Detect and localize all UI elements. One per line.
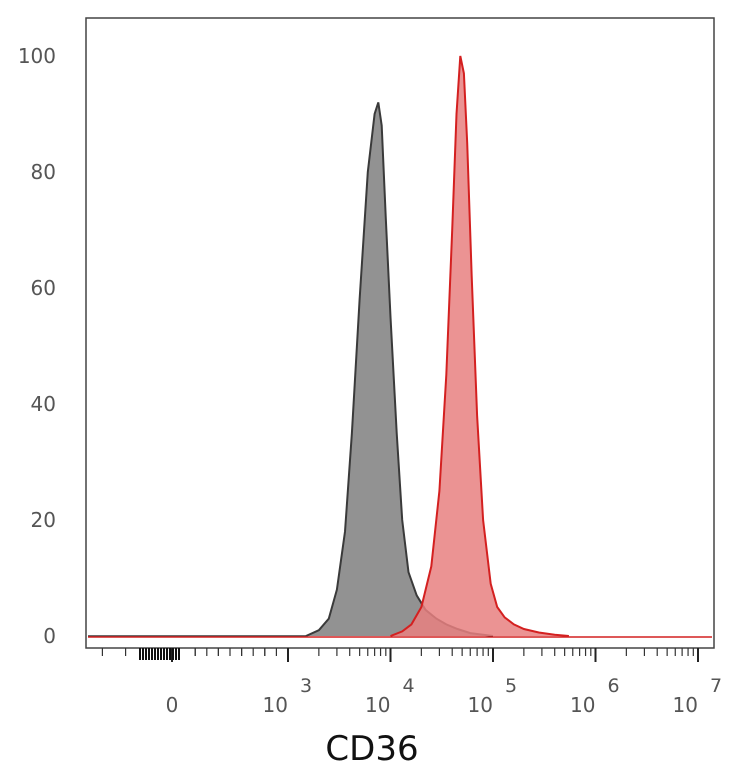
y-tick-label: 0 xyxy=(43,624,56,648)
series-2-line xyxy=(390,55,569,637)
y-tick-label: 40 xyxy=(31,392,56,416)
x-tick-exponent: 5 xyxy=(505,675,517,697)
x-tick-exponent: 7 xyxy=(710,675,722,697)
x-tick-label: 0 xyxy=(166,693,179,717)
x-tick-label: 10 xyxy=(468,693,493,717)
x-tick-label: 10 xyxy=(365,693,390,717)
y-tick-label: 60 xyxy=(31,276,56,300)
y-tick-label: 80 xyxy=(31,160,56,184)
x-tick-exponent: 3 xyxy=(300,675,312,697)
y-tick-label: 100 xyxy=(18,44,56,68)
series-2-area xyxy=(390,56,569,636)
x-tick-label: 10 xyxy=(263,693,288,717)
series-layer xyxy=(88,55,712,638)
x-tick-label: 10 xyxy=(673,693,698,717)
x-tick-exponent: 6 xyxy=(608,675,620,697)
y-tick-label: 20 xyxy=(31,508,56,532)
series-1-area xyxy=(306,102,493,636)
x-axis-title: CD36 xyxy=(325,729,418,768)
y-axis: 0 20 40 60 80 100 xyxy=(18,44,56,648)
x-tick-label: 10 xyxy=(570,693,595,717)
x-tick-exponent: 4 xyxy=(403,675,415,697)
x-axis: 0 10 3 10 4 10 5 10 6 10 7 xyxy=(101,648,722,717)
